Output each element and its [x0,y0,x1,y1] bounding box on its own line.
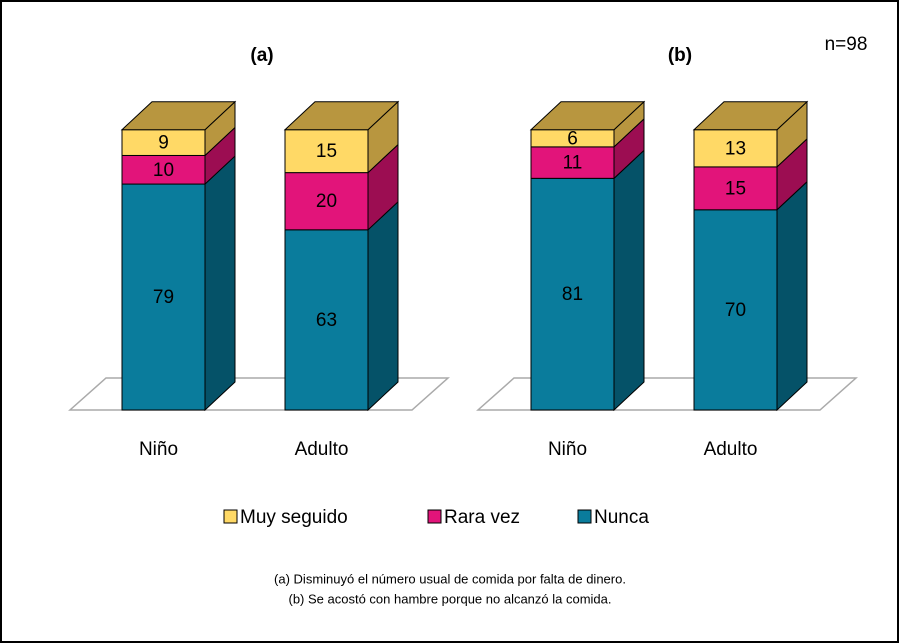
bar-side [613,149,645,412]
bar-segment [693,129,778,168]
bar-top [529,101,646,131]
legend-swatch [577,509,592,524]
data-label: 11 [563,153,583,174]
bar-top [283,101,400,131]
bar-segment [530,177,615,411]
legend-swatch [223,509,238,524]
data-label: 9 [158,133,169,154]
legend-label: Rara vez [444,507,520,528]
data-label: 63 [316,310,337,331]
bar-top [120,101,237,131]
bar-segment [693,209,778,411]
bar-segment [284,129,369,174]
data-label: 70 [725,300,746,321]
bar-side [776,180,808,412]
note: (a) Disminuyó el número usual de comida … [274,571,626,586]
data-label: 13 [725,138,746,159]
data-label: 20 [316,191,337,212]
bar-segment [693,166,778,211]
bar-side [367,200,399,412]
data-label: 15 [725,178,746,199]
data-label: 81 [562,284,583,305]
x-tick-label: Adulto [704,439,758,460]
legend-label: Muy seguido [240,507,348,528]
x-tick-label: Niño [548,439,587,460]
bar-segment [121,154,206,185]
bar-segment [284,172,369,231]
data-label: 15 [316,141,337,162]
legend-swatch [427,509,442,524]
bar-top [692,101,809,131]
annotation: n=98 [825,34,868,55]
x-tick-label: Adulto [295,439,349,460]
panel-title: (a) [250,45,273,66]
x-tick-label: Niño [139,439,178,460]
data-label: 10 [153,160,174,181]
legend-label: Nunca [594,507,649,528]
bar-side [204,154,236,412]
bar-segment [121,183,206,411]
panel-title: (b) [668,45,692,66]
data-label: 6 [567,128,578,149]
note: (b) Se acostó con hambre porque no alcan… [288,591,611,606]
data-label: 79 [153,287,174,308]
